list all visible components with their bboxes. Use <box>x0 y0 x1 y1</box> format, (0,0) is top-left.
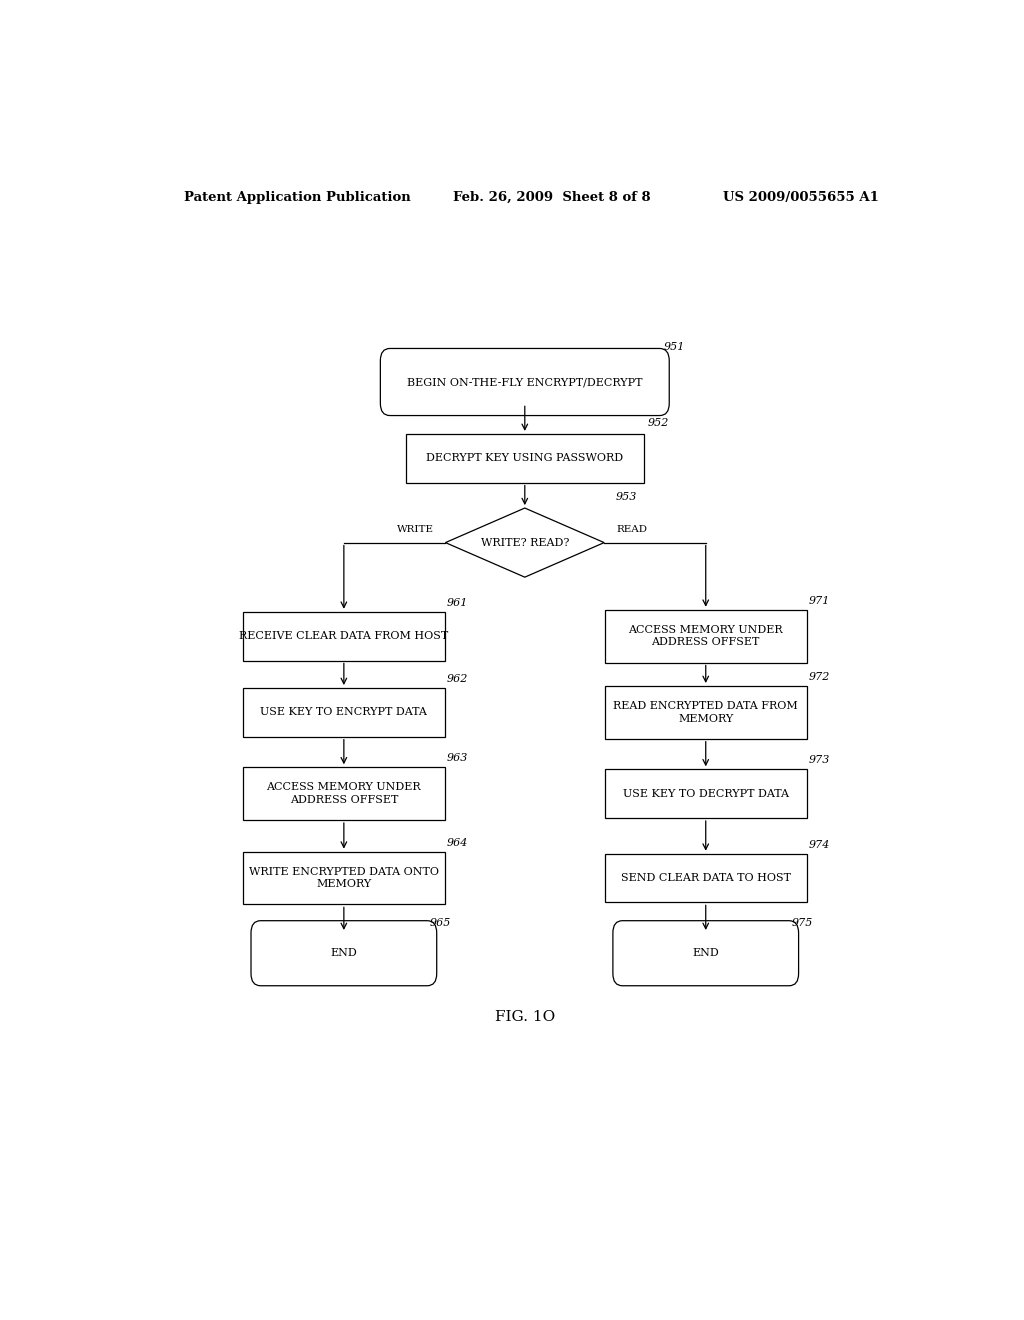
Text: DECRYPT KEY USING PASSWORD: DECRYPT KEY USING PASSWORD <box>426 453 624 463</box>
FancyBboxPatch shape <box>251 921 436 986</box>
Text: WRITE ENCRYPTED DATA ONTO
MEMORY: WRITE ENCRYPTED DATA ONTO MEMORY <box>249 867 439 890</box>
Text: 972: 972 <box>809 672 830 682</box>
Text: Feb. 26, 2009  Sheet 8 of 8: Feb. 26, 2009 Sheet 8 of 8 <box>454 190 651 203</box>
Text: WRITE: WRITE <box>396 525 433 535</box>
Text: 963: 963 <box>447 754 468 763</box>
FancyBboxPatch shape <box>243 851 445 904</box>
Text: 975: 975 <box>792 917 813 928</box>
Text: RECEIVE CLEAR DATA FROM HOST: RECEIVE CLEAR DATA FROM HOST <box>240 631 449 642</box>
FancyBboxPatch shape <box>613 921 799 986</box>
Text: USE KEY TO DECRYPT DATA: USE KEY TO DECRYPT DATA <box>623 788 788 799</box>
Text: USE KEY TO ENCRYPT DATA: USE KEY TO ENCRYPT DATA <box>260 708 427 717</box>
FancyBboxPatch shape <box>243 688 445 737</box>
Text: WRITE? READ?: WRITE? READ? <box>480 537 569 548</box>
FancyBboxPatch shape <box>406 434 644 483</box>
Text: ACCESS MEMORY UNDER
ADDRESS OFFSET: ACCESS MEMORY UNDER ADDRESS OFFSET <box>629 624 783 647</box>
Text: 961: 961 <box>447 598 468 607</box>
Text: SEND CLEAR DATA TO HOST: SEND CLEAR DATA TO HOST <box>621 873 791 883</box>
Text: ACCESS MEMORY UNDER
ADDRESS OFFSET: ACCESS MEMORY UNDER ADDRESS OFFSET <box>266 783 421 805</box>
Text: FIG. 1O: FIG. 1O <box>495 1010 555 1024</box>
Text: READ ENCRYPTED DATA FROM
MEMORY: READ ENCRYPTED DATA FROM MEMORY <box>613 701 798 723</box>
Text: 974: 974 <box>809 840 830 850</box>
Text: 964: 964 <box>447 837 468 847</box>
FancyBboxPatch shape <box>243 767 445 820</box>
Text: 953: 953 <box>616 492 637 502</box>
Text: 951: 951 <box>664 342 685 351</box>
FancyBboxPatch shape <box>604 770 807 818</box>
FancyBboxPatch shape <box>604 686 807 739</box>
FancyBboxPatch shape <box>604 610 807 663</box>
Text: END: END <box>692 948 719 958</box>
Text: 971: 971 <box>809 595 830 606</box>
Text: READ: READ <box>616 525 647 535</box>
Text: US 2009/0055655 A1: US 2009/0055655 A1 <box>723 190 879 203</box>
Text: 965: 965 <box>430 917 451 928</box>
Text: 973: 973 <box>809 755 830 766</box>
Polygon shape <box>445 508 604 577</box>
FancyBboxPatch shape <box>380 348 670 416</box>
Text: BEGIN ON-THE-FLY ENCRYPT/DECRYPT: BEGIN ON-THE-FLY ENCRYPT/DECRYPT <box>408 378 642 387</box>
FancyBboxPatch shape <box>243 611 445 660</box>
FancyBboxPatch shape <box>604 854 807 903</box>
Text: 952: 952 <box>648 417 669 428</box>
Text: END: END <box>331 948 357 958</box>
Text: 962: 962 <box>447 675 468 684</box>
Text: Patent Application Publication: Patent Application Publication <box>183 190 411 203</box>
